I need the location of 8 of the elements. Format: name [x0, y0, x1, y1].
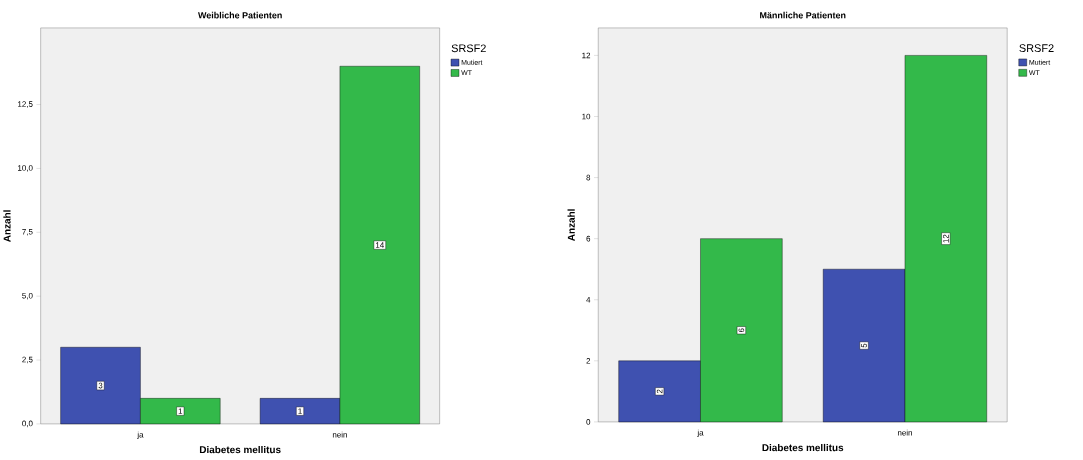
- chart-title: Weibliche Patienten: [198, 11, 282, 19]
- x-axis-title: Diabetes mellitus: [762, 443, 844, 452]
- y-axis-title: Anzahl: [567, 209, 575, 242]
- y-axis-title: Anzahl: [3, 210, 11, 243]
- legend-title: SRSF2: [451, 44, 486, 53]
- chart-title: Männliche Patienten: [760, 11, 846, 19]
- legend-title: SRSF2: [1019, 44, 1054, 53]
- x-axis-title: Diabetes mellitus: [199, 445, 281, 454]
